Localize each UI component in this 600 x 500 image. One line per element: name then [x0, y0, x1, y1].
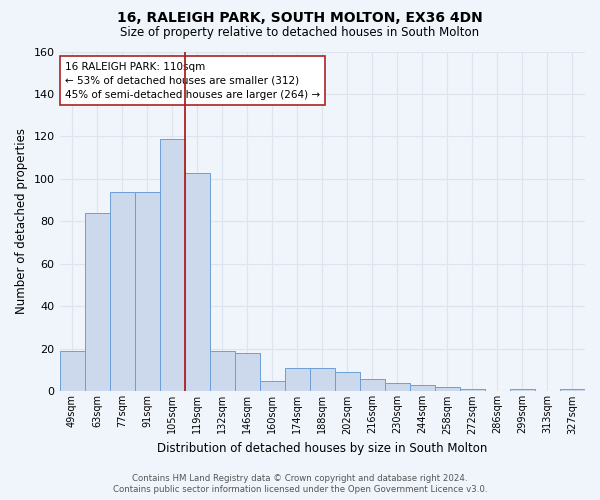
Y-axis label: Number of detached properties: Number of detached properties [15, 128, 28, 314]
Bar [385, 383, 410, 392]
Bar [235, 353, 260, 392]
Bar [59, 351, 85, 392]
Bar [285, 368, 310, 392]
Bar [209, 351, 235, 392]
X-axis label: Distribution of detached houses by size in South Molton: Distribution of detached houses by size … [157, 442, 487, 455]
Bar [510, 390, 535, 392]
Text: Size of property relative to detached houses in South Molton: Size of property relative to detached ho… [121, 26, 479, 39]
Bar [260, 381, 285, 392]
Bar [310, 368, 335, 392]
Bar [435, 387, 460, 392]
Bar [160, 138, 185, 392]
Text: 16 RALEIGH PARK: 110sqm
← 53% of detached houses are smaller (312)
45% of semi-d: 16 RALEIGH PARK: 110sqm ← 53% of detache… [65, 62, 320, 100]
Text: Contains HM Land Registry data © Crown copyright and database right 2024.
Contai: Contains HM Land Registry data © Crown c… [113, 474, 487, 494]
Bar [134, 192, 160, 392]
Bar [360, 378, 385, 392]
Bar [185, 172, 209, 392]
Bar [335, 372, 360, 392]
Bar [410, 385, 435, 392]
Bar [460, 390, 485, 392]
Bar [110, 192, 134, 392]
Text: 16, RALEIGH PARK, SOUTH MOLTON, EX36 4DN: 16, RALEIGH PARK, SOUTH MOLTON, EX36 4DN [117, 11, 483, 25]
Bar [560, 390, 585, 392]
Bar [85, 213, 110, 392]
